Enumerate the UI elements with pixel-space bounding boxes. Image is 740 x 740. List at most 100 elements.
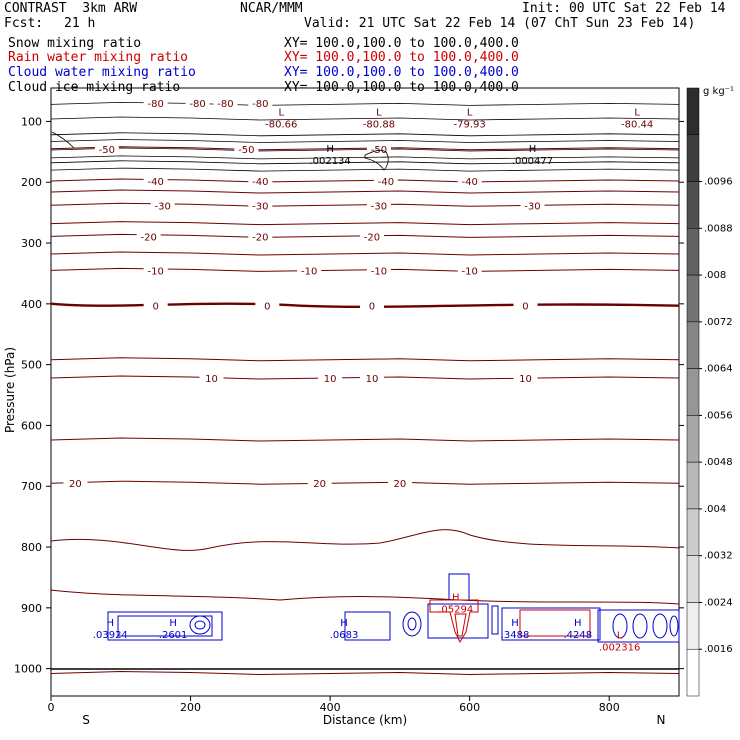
contour-label-mask: [513, 299, 538, 312]
extremum-marker: H: [452, 593, 460, 604]
rain-water-contour: [519, 609, 591, 637]
contour-label-mask: [387, 477, 412, 490]
cloud-water-contour: [107, 611, 223, 641]
temperature-contour: [50, 302, 680, 309]
extremum-marker: L: [376, 107, 382, 118]
colorbar-unit: g kg⁻¹: [703, 86, 734, 97]
x-left-end-label: S: [82, 713, 90, 727]
cloud-water-contour: [612, 613, 628, 639]
plot-frame: [50, 87, 680, 697]
y-axis-title: Pressure (hPa): [3, 347, 17, 433]
extremum-value: .0683: [330, 630, 359, 641]
cloud-water-contours: [107, 573, 680, 643]
cloud-water-contour: [189, 615, 211, 635]
temperature-contour: [50, 529, 680, 551]
contour-label-mask: [213, 97, 238, 110]
cloud-water-contour: [501, 607, 601, 641]
colorbar: .0016 .0024 .0032 .004 .0048 .0056 .0064 .0072.…: [686, 86, 734, 697]
colorbar-swatch: [686, 415, 700, 463]
contour-label-mask: [366, 199, 391, 212]
colorbar-tick-label: .008: [704, 270, 726, 281]
colorbar-tick-label: .0032: [704, 551, 733, 562]
colorbar-swatch: [686, 648, 700, 697]
temperature-contour-label: -30: [154, 201, 170, 212]
contour-label-mask: [366, 264, 391, 277]
contour-label-mask: [248, 199, 273, 212]
extremum-value: .002316: [599, 642, 640, 653]
contour-label-mask: [94, 142, 119, 155]
extremum-marker: L: [634, 107, 640, 118]
temperature-contour-label: -10: [371, 266, 387, 277]
cloud-water-contour: [669, 615, 679, 637]
stratospheric-contour: [50, 139, 680, 143]
y-tick-label: 200: [21, 176, 42, 189]
temperature-contour-label: -80: [252, 99, 268, 110]
colorbar-swatch: [686, 87, 700, 136]
colorbar-tick-label: .0072: [704, 317, 733, 328]
cloud-water-contour: [427, 603, 489, 639]
cloud-water-contour: [194, 620, 206, 630]
stratospheric-contour: [50, 132, 680, 137]
x-tick-label: 0: [48, 701, 55, 714]
forecast-label: Fcst:: [4, 16, 44, 31]
stratospheric-contour: [50, 160, 680, 165]
temperature-contour-label: 20: [69, 479, 82, 490]
cloud-water-contour: [632, 613, 648, 639]
cloud-ice-contours: [51, 131, 389, 171]
temperature-contour: [50, 357, 680, 362]
extremum-value: .4248: [564, 630, 593, 641]
extremum-marker: L: [467, 107, 473, 118]
contour-label-mask: [143, 264, 168, 277]
extremum-marker: L: [617, 630, 623, 641]
temperature-contour-label: -40: [461, 177, 477, 188]
cloud-water-contour: [652, 613, 668, 639]
colorbar-tick-label: .0024: [704, 597, 733, 608]
contour-label-mask: [185, 97, 210, 110]
colorbar-swatch: [686, 555, 700, 603]
temperature-contour-label: -40: [147, 177, 163, 188]
colorbar-swatch: [686, 602, 700, 650]
contour-label-mask: [307, 477, 332, 490]
contour-label-mask: [359, 372, 384, 385]
cloud-ice-contour: [51, 131, 75, 149]
temperature-contour-label: -30: [252, 201, 268, 212]
model-title: CONTRAST 3km ARW: [4, 1, 138, 16]
extremum-marker: H: [169, 618, 177, 629]
y-tick-label: 500: [21, 359, 42, 372]
y-tick-label: 300: [21, 237, 42, 250]
temperature-contour-label: -50: [99, 145, 115, 156]
rain-water-contour: [429, 599, 479, 644]
colorbar-swatch: [686, 181, 700, 229]
x-right-end-label: N: [657, 713, 666, 727]
colorbar-tick-label: .0088: [704, 223, 733, 234]
y-tick-label: 400: [21, 298, 42, 311]
contour-label-mask: [255, 299, 280, 312]
temperature-contour-label: 10: [205, 374, 218, 385]
field-name-snow: Snow mixing ratio: [8, 36, 142, 51]
contour-label-mask: [297, 264, 322, 277]
temperature-contour-label: -10: [301, 266, 317, 277]
extremum-value: -79.93: [454, 119, 486, 130]
extremum-marker: H: [529, 144, 537, 155]
contour-label-mask: [143, 97, 168, 110]
valid-time: Valid: 21 UTC Sat 22 Feb 14 (07 ChT Sun …: [304, 16, 696, 31]
extremum-value: .2601: [159, 630, 188, 641]
contour-label-mask: [199, 372, 224, 385]
forecast-hour: 21 h: [64, 16, 96, 31]
contour-label-mask: [513, 372, 538, 385]
contour-label-mask: [248, 230, 273, 243]
field-xy-rain: XY= 100.0,100.0 to 100.0,400.0: [284, 50, 519, 65]
contour-label-mask: [318, 372, 343, 385]
cloud-water-contour: [407, 617, 417, 631]
x-axis: 0 200 400 600 800: [48, 696, 620, 714]
extremum-value: .3488: [501, 630, 530, 641]
temperature-contour-label: 0: [522, 302, 528, 313]
stratospheric-contour: [50, 116, 680, 121]
contour-label-mask: [150, 199, 175, 212]
temperature-contour-label: 10: [366, 374, 379, 385]
extremum-marker: H: [574, 618, 582, 629]
temperature-contour: [50, 480, 680, 485]
temperature-contour: [50, 189, 680, 194]
temperature-contour-label: -10: [461, 266, 477, 277]
